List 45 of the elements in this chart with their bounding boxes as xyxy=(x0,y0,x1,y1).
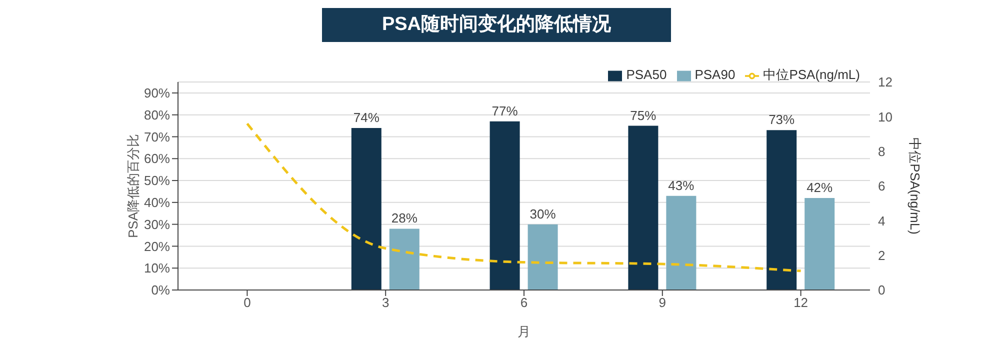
y-tick-label: 60% xyxy=(144,151,170,166)
y-tick-label: 10% xyxy=(144,260,170,276)
y2-tick-label: 4 xyxy=(878,213,886,228)
bar xyxy=(766,130,797,290)
y2-tick-label: 2 xyxy=(878,248,886,263)
y-axis-title: PSA降低的百分比 xyxy=(126,134,141,238)
data-label: 77% xyxy=(492,103,518,118)
x-tick-label: 0 xyxy=(244,295,251,310)
data-label: 74% xyxy=(353,110,380,125)
y-tick-label: 50% xyxy=(144,173,170,188)
chart-title: PSA随时间变化的降低情况 xyxy=(322,8,672,42)
data-label: 75% xyxy=(630,108,657,123)
data-label: 42% xyxy=(806,180,834,196)
x-axis-title: 月 xyxy=(518,324,530,339)
data-label: 28% xyxy=(391,210,418,226)
y-tick-label: 90% xyxy=(144,86,170,101)
y-tick-label: 70% xyxy=(144,129,170,144)
y-tick-label: 40% xyxy=(144,195,170,210)
y2-tick-label: 10 xyxy=(878,109,892,124)
data-label: 43% xyxy=(668,178,695,193)
bar xyxy=(628,126,658,290)
x-tick-label: 6 xyxy=(520,295,528,310)
x-tick-label: 9 xyxy=(658,295,666,310)
x-tick-label: 12 xyxy=(794,295,808,310)
y2-axis-title: 中位PSA(ng/mL) xyxy=(907,138,922,234)
y2-tick-label: 6 xyxy=(878,178,886,194)
bar xyxy=(528,224,558,290)
y-tick-label: 0% xyxy=(151,282,170,298)
bar xyxy=(666,196,696,290)
data-label: 73% xyxy=(768,112,796,128)
legend-label: PSA50 xyxy=(626,67,667,82)
bar xyxy=(804,198,835,290)
y-tick-label: 30% xyxy=(144,216,170,232)
y2-tick-label: 12 xyxy=(878,74,892,90)
legend-label: 中位PSA(ng/mL) xyxy=(763,67,860,82)
bar xyxy=(389,228,420,290)
legend-label: PSA90 xyxy=(694,67,736,82)
data-label: 30% xyxy=(530,206,556,222)
y2-tick-label: 8 xyxy=(878,144,886,159)
bar xyxy=(490,121,520,290)
x-tick-label: 3 xyxy=(382,295,390,310)
y-tick-label: 80% xyxy=(144,107,170,122)
y2-tick-label: 0 xyxy=(878,282,886,298)
bar xyxy=(351,128,382,290)
y-tick-label: 20% xyxy=(144,238,170,254)
